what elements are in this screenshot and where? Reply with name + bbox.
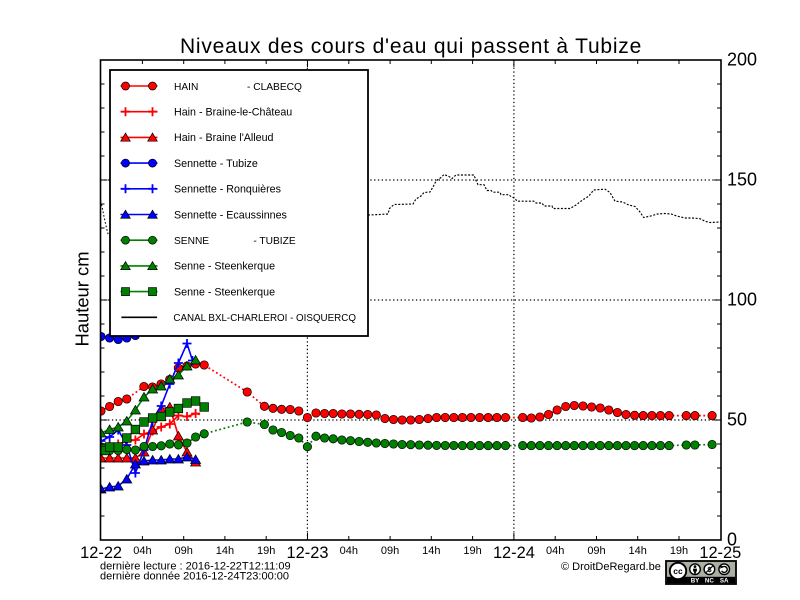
svg-text:Hain - Braine-le-Château: Hain - Braine-le-Château — [174, 107, 292, 119]
svg-text:© DroitDeRegard.be: © DroitDeRegard.be — [561, 561, 661, 573]
svg-text:dernière lecture : 2016-12-22T: dernière lecture : 2016-12-22T12:11:09 — [100, 561, 291, 573]
svg-text:04h: 04h — [546, 545, 564, 557]
svg-text:09h: 09h — [381, 545, 399, 557]
svg-text:12-23: 12-23 — [287, 544, 329, 562]
svg-text:Sennette - Ronquières: Sennette - Ronquières — [174, 184, 281, 196]
svg-text:12-25: 12-25 — [699, 544, 741, 562]
svg-text:Senne - Steenkerque: Senne - Steenkerque — [174, 261, 275, 273]
svg-text:200: 200 — [727, 50, 757, 70]
svg-text:cc: cc — [673, 566, 683, 576]
svg-text:- CLABECQ: - CLABECQ — [247, 82, 302, 93]
svg-text:Sennette - Tubize: Sennette - Tubize — [174, 158, 258, 170]
svg-text:50: 50 — [727, 410, 747, 430]
svg-text:12-24: 12-24 — [493, 544, 535, 562]
svg-text:14h: 14h — [629, 545, 647, 557]
svg-text:dernière donnée 2016-12-24T23: dernière donnée 2016-12-24T23:00:00 — [100, 571, 289, 583]
svg-text:09h: 09h — [175, 545, 193, 557]
svg-text:NC: NC — [705, 578, 714, 585]
svg-text:19h: 19h — [463, 545, 481, 557]
svg-text:14h: 14h — [422, 545, 440, 557]
svg-text:Niveaux des cours d'eau qui pa: Niveaux des cours d'eau qui passent à Tu… — [180, 35, 642, 58]
svg-text:Hain - Braine l'Alleud: Hain - Braine l'Alleud — [174, 132, 274, 144]
svg-text:150: 150 — [727, 170, 757, 190]
svg-text:04h: 04h — [340, 545, 358, 557]
svg-text:04h: 04h — [133, 545, 151, 557]
svg-text:SENNE: SENNE — [174, 236, 209, 247]
svg-text:SA: SA — [720, 578, 729, 585]
svg-text:09h: 09h — [587, 545, 605, 557]
svg-text:Hauteur cm: Hauteur cm — [72, 251, 93, 346]
svg-text:- TUBIZE: - TUBIZE — [253, 236, 295, 247]
svg-text:19h: 19h — [670, 545, 688, 557]
svg-text:HAIN: HAIN — [174, 82, 198, 93]
svg-text:14h: 14h — [216, 545, 234, 557]
svg-text:Senne - Steenkerque: Senne - Steenkerque — [174, 286, 275, 298]
svg-text:BY: BY — [691, 578, 700, 585]
svg-text:12-22: 12-22 — [80, 544, 122, 562]
svg-text:0: 0 — [727, 530, 737, 550]
svg-text:CANAL BXL-CHARLEROI - OISQUER: CANAL BXL-CHARLEROI - OISQUERCQ — [173, 313, 356, 324]
svg-text:100: 100 — [727, 290, 757, 310]
svg-text:19h: 19h — [257, 545, 275, 557]
svg-text:Sennette - Ecaussinnes: Sennette - Ecaussinnes — [174, 209, 287, 221]
